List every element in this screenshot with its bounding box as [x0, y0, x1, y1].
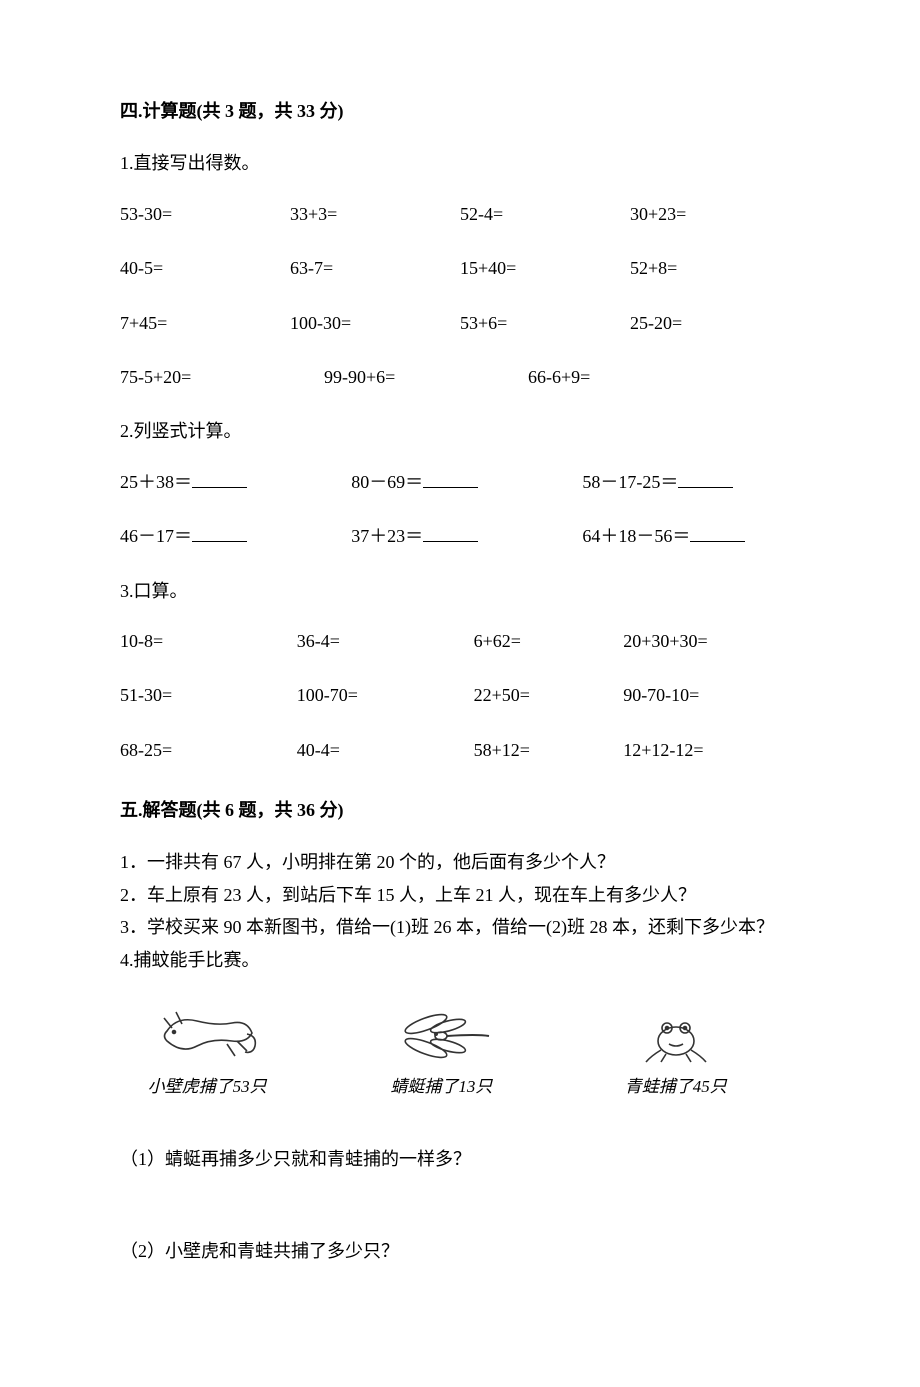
q4-2-row-2: 46－17＝ 37＋23＝ 64＋18－56＝: [120, 520, 800, 552]
blank-line: [690, 524, 745, 542]
calc-item: 100-70=: [297, 679, 474, 711]
section4-header: 四.计算题(共 3 题，共 33 分): [120, 95, 800, 127]
calc-item: 90-70-10=: [623, 679, 800, 711]
calc-item: 52-4=: [460, 198, 630, 230]
q5-4-sub2: （2）小壁虎和青蛙共捕了多少只？: [120, 1235, 800, 1267]
calc-item: 52+8=: [630, 252, 800, 284]
dragonfly-icon: [386, 1006, 496, 1066]
calc-item: 12+12-12=: [623, 734, 800, 766]
q4-3-row-1: 10-8= 36-4= 6+62= 20+30+30=: [120, 625, 800, 657]
q4-1-row-4: 75-5+20= 99-90+6= 66-6+9=: [120, 361, 800, 393]
frog-icon: [621, 1006, 731, 1066]
calc-item: 46－17＝: [120, 520, 351, 552]
blank-line: [192, 470, 247, 488]
figure-caption: 蜻蜓捕了13只: [324, 1072, 558, 1103]
calc-item: 6+62=: [474, 625, 624, 657]
calc-item: 15+40=: [460, 252, 630, 284]
calc-expr: 25＋38＝: [120, 472, 192, 492]
calc-item: 58+12=: [474, 734, 624, 766]
calc-item: 80－69＝: [351, 466, 582, 498]
figure-gecko: 小壁虎捕了53只: [90, 1006, 324, 1103]
q5-2: 2．车上原有 23 人，到站后下车 15 人，上车 21 人，现在车上有多少人？: [120, 879, 800, 911]
q4-1-row-3: 7+45= 100-30= 53+6= 25-20=: [120, 307, 800, 339]
figure-caption: 青蛙捕了45只: [559, 1072, 793, 1103]
gecko-icon: [152, 1006, 262, 1066]
calc-item: 25＋38＝: [120, 466, 351, 498]
section5-header: 五.解答题(共 6 题，共 36 分): [120, 794, 800, 826]
q5-4-title: 4.捕蚊能手比赛。: [120, 944, 800, 976]
blank-line: [423, 524, 478, 542]
calc-item: 20+30+30=: [623, 625, 800, 657]
calc-item: 75-5+20=: [120, 361, 324, 393]
blank-line: [678, 470, 733, 488]
calc-item: 37＋23＝: [351, 520, 582, 552]
q5-4-sub1: （1）蜻蜓再捕多少只就和青蛙捕的一样多？: [120, 1143, 800, 1175]
calc-item: 40-5=: [120, 252, 290, 284]
section-5: 五.解答题(共 6 题，共 36 分) 1．一排共有 67 人，小明排在第 20…: [120, 794, 800, 1267]
calc-item: 25-20=: [630, 307, 800, 339]
calc-item: 99-90+6=: [324, 361, 528, 393]
q4-3-row-2: 51-30= 100-70= 22+50= 90-70-10=: [120, 679, 800, 711]
calc-item: 10-8=: [120, 625, 297, 657]
calc-item: 53+6=: [460, 307, 630, 339]
q5-1: 1．一排共有 67 人，小明排在第 20 个的，他后面有多少个人？: [120, 846, 800, 878]
figure-row: 小壁虎捕了53只 蜻蜓捕了13只: [90, 1006, 800, 1103]
q4-1-row-2: 40-5= 63-7= 15+40= 52+8=: [120, 252, 800, 284]
calc-item: 66-6+9=: [528, 361, 800, 393]
calc-item: 53-30=: [120, 198, 290, 230]
calc-expr: 37＋23＝: [351, 526, 423, 546]
calc-expr: 46－17＝: [120, 526, 192, 546]
q4-3-row-3: 68-25= 40-4= 58+12= 12+12-12=: [120, 734, 800, 766]
calc-item: 58－17-25＝: [582, 466, 800, 498]
q5-3: 3．学校买来 90 本新图书，借给一(1)班 26 本，借给一(2)班 28 本…: [120, 911, 800, 943]
blank-line: [192, 524, 247, 542]
q4-2-title: 2.列竖式计算。: [120, 415, 800, 447]
calc-item: 36-4=: [297, 625, 474, 657]
calc-item: 40-4=: [297, 734, 474, 766]
calc-item: 63-7=: [290, 252, 460, 284]
q4-3-title: 3.口算。: [120, 575, 800, 607]
calc-item: 64＋18－56＝: [582, 520, 800, 552]
calc-item: 30+23=: [630, 198, 800, 230]
calc-item: 7+45=: [120, 307, 290, 339]
calc-item: 22+50=: [474, 679, 624, 711]
calc-expr: 64＋18－56＝: [582, 526, 690, 546]
q4-2-row-1: 25＋38＝ 80－69＝ 58－17-25＝: [120, 466, 800, 498]
blank-line: [423, 470, 478, 488]
calc-item: 100-30=: [290, 307, 460, 339]
figure-caption: 小壁虎捕了53只: [90, 1072, 324, 1103]
q4-1-title: 1.直接写出得数。: [120, 147, 800, 179]
calc-item: 68-25=: [120, 734, 297, 766]
q4-1-row-1: 53-30= 33+3= 52-4= 30+23=: [120, 198, 800, 230]
calc-expr: 58－17-25＝: [582, 472, 678, 492]
figure-dragonfly: 蜻蜓捕了13只: [324, 1006, 558, 1103]
figure-frog: 青蛙捕了45只: [559, 1006, 793, 1103]
calc-item: 33+3=: [290, 198, 460, 230]
calc-expr: 80－69＝: [351, 472, 423, 492]
section-4: 四.计算题(共 3 题，共 33 分) 1.直接写出得数。 53-30= 33+…: [120, 95, 800, 766]
calc-item: 51-30=: [120, 679, 297, 711]
